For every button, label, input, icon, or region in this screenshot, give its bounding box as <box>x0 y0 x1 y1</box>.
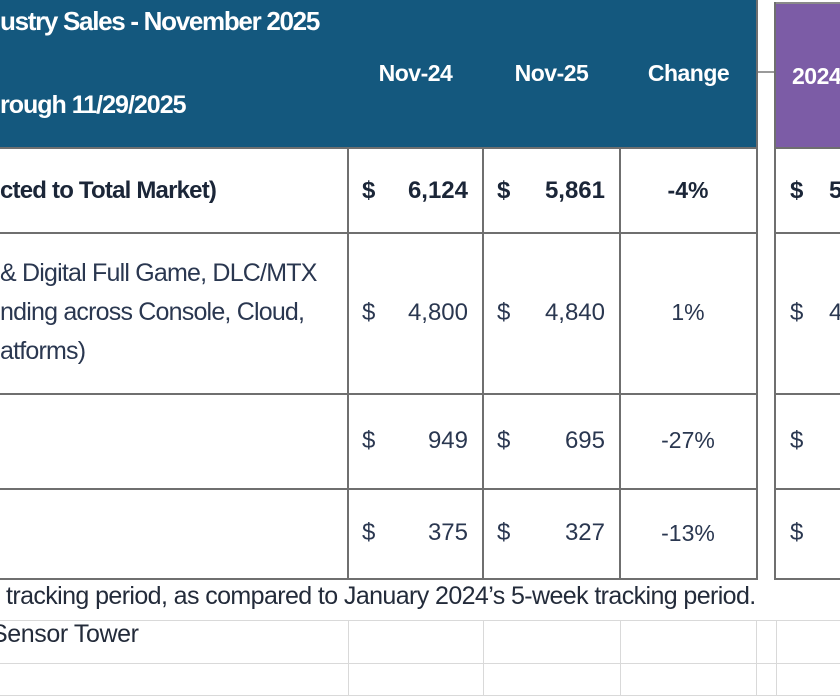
cell-value: -4% <box>667 177 709 203</box>
cell-value: 4 <box>829 298 840 326</box>
cell-value: 5,861 <box>544 176 605 204</box>
grid-line-faint <box>0 620 840 621</box>
cell-value: 1% <box>671 299 705 325</box>
cell-label-row1[interactable]: cted to Total Market) <box>0 149 344 232</box>
grid-line-faint <box>756 620 757 696</box>
grid-line <box>0 147 757 149</box>
cell-row2-nov25[interactable]: $ 4,840 <box>484 234 618 391</box>
grid-line-faint <box>620 620 621 696</box>
cell-label-row4[interactable] <box>0 490 344 576</box>
cell-row1-change[interactable]: -4% <box>621 149 755 232</box>
currency-symbol: $ <box>497 298 511 326</box>
cell-row2-2024[interactable]: $ 4 <box>777 234 840 391</box>
grid-line-faint <box>483 620 484 696</box>
row-label: cted to Total Market) <box>0 177 217 204</box>
cell-value: 375 <box>427 519 468 546</box>
currency-symbol: $ <box>790 426 804 454</box>
cell-value: 6,124 <box>407 176 468 204</box>
grid-line <box>757 71 775 73</box>
cell-row4-change[interactable]: -13% <box>621 490 755 576</box>
column-header-nov25[interactable]: Nov-25 <box>514 60 589 86</box>
grid-line <box>775 393 840 395</box>
cell-row2-change[interactable]: 1% <box>621 234 755 391</box>
currency-symbol: $ <box>362 176 376 204</box>
grid-line-faint <box>348 620 349 696</box>
grid-line <box>0 578 757 580</box>
grid-line <box>775 232 840 234</box>
cell-value: 4,840 <box>544 298 605 326</box>
cell-value: 327 <box>564 519 605 546</box>
grid-line <box>775 488 840 490</box>
source-credit: Sensor Tower <box>0 620 139 648</box>
currency-symbol: $ <box>362 298 376 326</box>
cell-row3-nov25[interactable]: $ 695 <box>484 395 618 486</box>
cell-value: 949 <box>427 426 468 454</box>
row-label-line: atforms) <box>0 337 86 365</box>
grid-line-faint <box>0 663 840 664</box>
currency-symbol: $ <box>790 519 804 546</box>
grid-line <box>482 147 484 580</box>
cell-row3-change[interactable]: -27% <box>621 395 755 486</box>
cell-row4-nov25[interactable]: $ 327 <box>484 490 618 576</box>
grid-line <box>775 578 840 580</box>
cell-row1-nov24[interactable]: $ 6,124 <box>349 149 481 232</box>
cell-row4-2024[interactable]: $ <box>777 490 840 576</box>
table-header-blue: ustry Sales - November 2025 rough 11/29/… <box>0 0 757 147</box>
cell-value: -27% <box>661 427 715 453</box>
cell-value: 4,800 <box>407 298 468 326</box>
row-label-line: nding across Console, Cloud, <box>0 298 305 326</box>
column-header-change[interactable]: Change <box>647 60 730 86</box>
column-header-2024: 2024 <box>792 63 840 89</box>
grid-line <box>774 2 776 580</box>
currency-symbol: $ <box>497 426 511 454</box>
footnote-tracking-period: tracking period, as compared to January … <box>6 582 756 610</box>
grid-line <box>347 147 349 580</box>
sheet-subtitle: rough 11/29/2025 <box>0 91 187 119</box>
cell-row3-2024[interactable]: $ <box>777 395 840 486</box>
table-header-purple[interactable]: 2024 <box>775 2 840 149</box>
row-label-line: & Digital Full Game, DLC/MTX <box>0 259 317 287</box>
cell-value: -13% <box>661 519 715 546</box>
grid-line <box>619 147 621 580</box>
grid-line-faint <box>0 695 840 696</box>
grid-line <box>0 488 757 490</box>
currency-symbol: $ <box>362 426 376 454</box>
currency-symbol: $ <box>497 519 511 546</box>
cell-row4-nov24[interactable]: $ 375 <box>349 490 481 576</box>
cell-label-row3[interactable] <box>0 395 344 486</box>
cell-row2-nov24[interactable]: $ 4,800 <box>349 234 481 391</box>
currency-symbol: $ <box>790 298 804 326</box>
currency-symbol: $ <box>497 176 511 204</box>
cell-row3-nov24[interactable]: $ 949 <box>349 395 481 486</box>
grid-line <box>0 232 757 234</box>
column-header-nov24[interactable]: Nov-24 <box>378 60 453 86</box>
cell-row1-nov25[interactable]: $ 5,861 <box>484 149 618 232</box>
currency-symbol: $ <box>790 176 804 204</box>
cell-value: 695 <box>564 426 605 454</box>
grid-line <box>0 393 757 395</box>
cell-row1-2024[interactable]: $ 5 <box>777 149 840 232</box>
currency-symbol: $ <box>362 519 376 546</box>
sheet-title: ustry Sales - November 2025 <box>0 6 320 36</box>
cell-label-row2[interactable]: & Digital Full Game, DLC/MTX nding acros… <box>0 234 344 391</box>
grid-line <box>775 147 840 149</box>
grid-line <box>756 0 758 580</box>
cell-value: 5 <box>829 176 840 204</box>
grid-line-faint <box>776 620 777 696</box>
